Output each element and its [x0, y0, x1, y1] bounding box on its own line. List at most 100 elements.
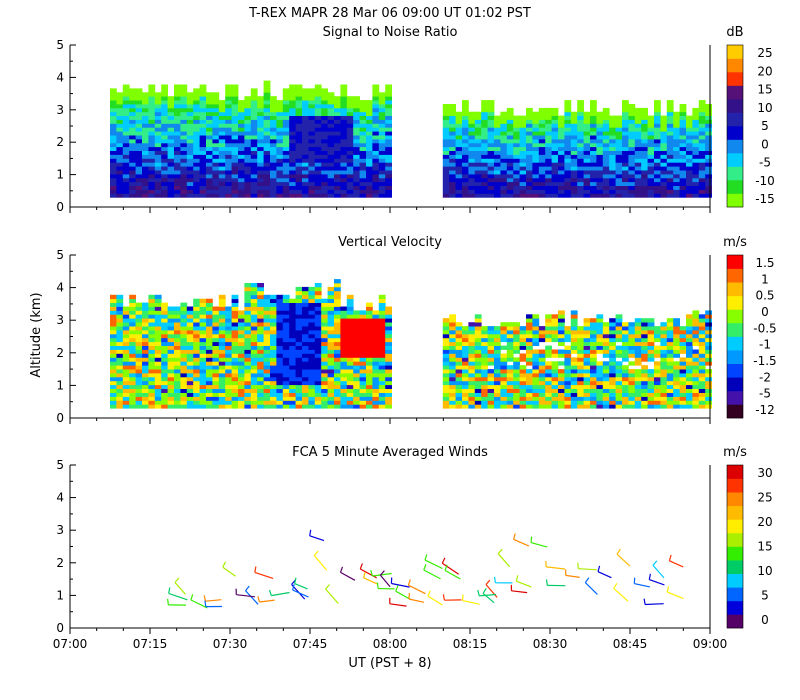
heatmap-cell [564, 139, 572, 144]
heatmap-cell [353, 314, 360, 319]
heatmap-cell [564, 166, 572, 171]
heatmap-cell [468, 181, 476, 186]
heatmap-cell [314, 107, 322, 113]
heatmap-cell [481, 115, 488, 120]
heatmap-cell [116, 104, 124, 109]
heatmap-cell [199, 380, 207, 386]
heatmap-cell [698, 345, 706, 350]
heatmap-cell [526, 357, 533, 362]
heatmap-cell [526, 400, 533, 405]
heatmap-cell [276, 380, 284, 386]
heatmap-cell [161, 115, 168, 120]
heatmap-cell [282, 384, 290, 389]
heatmap-cell [327, 333, 335, 339]
heatmap-cell [513, 123, 520, 128]
heatmap-cell [270, 146, 277, 151]
heatmap-cell [551, 353, 559, 358]
colorbar-frame [726, 464, 744, 629]
heatmap-cell [340, 119, 348, 124]
heatmap-cell [308, 189, 316, 194]
heatmap-cell [583, 365, 591, 370]
heatmap-cell [257, 174, 264, 179]
heatmap-cell [263, 349, 271, 354]
heatmap-cell [186, 345, 194, 350]
heatmap-cell [154, 341, 162, 346]
heatmap-cell [564, 174, 572, 179]
heatmap-cell [193, 322, 200, 327]
heatmap-cell [276, 318, 284, 323]
heatmap-cell [142, 384, 149, 389]
heatmap-cell [628, 170, 636, 175]
heatmap-cell [186, 150, 194, 155]
heatmap-cell [270, 193, 277, 198]
heatmap-cell [474, 365, 482, 370]
heatmap-cell [199, 88, 207, 93]
heatmap-cell [570, 181, 578, 186]
heatmap-cell [583, 396, 591, 401]
heatmap-cell [174, 84, 181, 89]
heatmap-cell [257, 131, 264, 136]
heatmap-cell [308, 326, 316, 331]
heatmap-cell [372, 131, 380, 136]
heatmap-cell [276, 135, 284, 140]
heatmap-cell [250, 353, 258, 358]
heatmap-cell [359, 353, 367, 358]
heatmap-cell [289, 127, 296, 132]
heatmap-cell [692, 365, 700, 370]
heatmap-cell [519, 330, 527, 335]
heatmap-cell [481, 369, 488, 374]
heatmap-cell [193, 111, 200, 116]
heatmap-cell [366, 318, 373, 323]
heatmap-cell [641, 376, 648, 382]
heatmap-cell [462, 388, 469, 393]
heatmap-cell [225, 177, 232, 183]
heatmap-cell [647, 162, 655, 167]
heatmap-cell [666, 170, 674, 175]
heatmap-cell [180, 337, 188, 343]
heatmap-cell [462, 404, 469, 409]
heatmap-cell [327, 142, 335, 148]
heatmap-cell [481, 353, 488, 358]
heatmap-cell [218, 349, 226, 354]
heatmap-cell [218, 380, 226, 386]
heatmap-cell [372, 189, 380, 194]
wind-barb-flag [376, 582, 379, 589]
heatmap-cell [666, 139, 674, 144]
heatmap-cell [218, 373, 226, 378]
heatmap-cell [218, 185, 226, 190]
heatmap-cell [334, 162, 341, 167]
heatmap-cell [276, 337, 284, 343]
heatmap-cell [327, 345, 335, 350]
heatmap-cell [122, 123, 130, 128]
heatmap-cell [532, 357, 540, 362]
heatmap-cell [321, 127, 328, 132]
heatmap-cell [212, 369, 220, 374]
heatmap-cell [206, 92, 213, 97]
heatmap-cell [372, 123, 380, 128]
heatmap-cell [199, 400, 207, 405]
heatmap-cell [225, 400, 232, 405]
heatmap-cell [372, 104, 380, 109]
heatmap-cell [462, 135, 469, 140]
heatmap-cell [564, 345, 572, 350]
heatmap-cell [359, 361, 367, 366]
heatmap-cell [359, 127, 367, 132]
heatmap-cell [513, 166, 520, 171]
heatmap-cell [634, 341, 642, 346]
heatmap-cell [679, 150, 687, 155]
heatmap-cell [116, 396, 124, 401]
heatmap-cell [455, 193, 463, 198]
heatmap-cell [180, 302, 188, 307]
heatmap-cell [225, 96, 232, 101]
heatmap-cell [199, 318, 207, 323]
heatmap-cell [622, 326, 629, 331]
heatmap-cell [500, 166, 508, 171]
heatmap-cell [596, 333, 604, 339]
heatmap-cell [558, 373, 565, 378]
heatmap-cell [500, 357, 508, 362]
heatmap-cell [110, 174, 117, 179]
heatmap-cell [666, 123, 674, 128]
heatmap-cell [116, 100, 124, 105]
heatmap-cell [378, 341, 386, 346]
heatmap-cell [385, 376, 392, 382]
